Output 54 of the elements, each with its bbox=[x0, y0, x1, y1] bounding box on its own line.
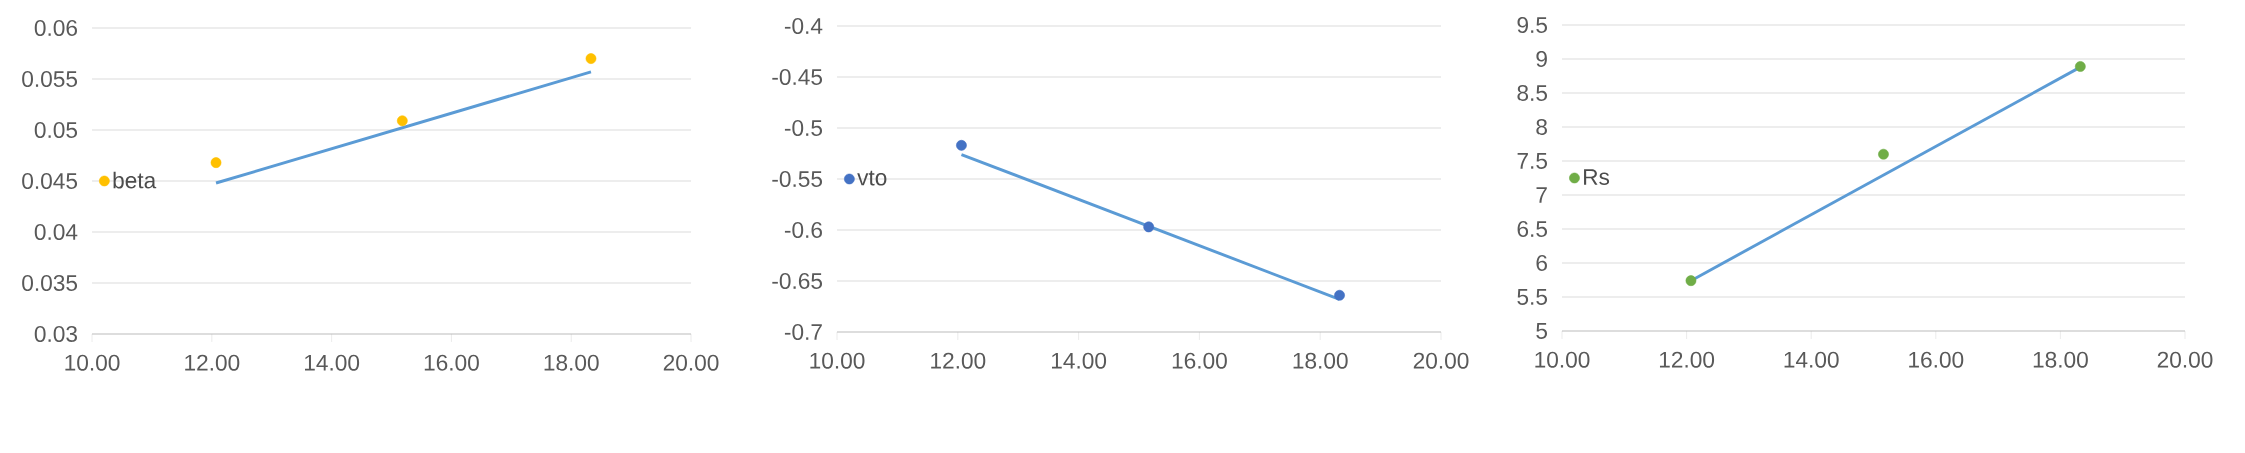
point bbox=[585, 53, 597, 64]
x-tick-label: 12.00 bbox=[1659, 351, 1715, 368]
y-tick-label: 0.045 bbox=[22, 172, 78, 190]
y-tick-label: 5 bbox=[1536, 323, 1547, 339]
y-tick-label: -0.7 bbox=[784, 323, 822, 341]
x-tick-label: 12.00 bbox=[931, 352, 986, 369]
y-tick-label: -0.4 bbox=[784, 17, 823, 35]
x-tick-label: 16.00 bbox=[1909, 351, 1964, 368]
y-tick-label: 0.055 bbox=[22, 70, 78, 88]
y-tick-label: -0.6 bbox=[784, 221, 822, 239]
x-tick-label: 10.00 bbox=[65, 354, 120, 371]
x-tick-label: 18.00 bbox=[2033, 351, 2088, 368]
x-tick-label: 16.00 bbox=[424, 354, 479, 371]
y-tick-label: -0.55 bbox=[772, 170, 823, 188]
point bbox=[1878, 148, 1889, 160]
x-tick-label: 14.00 bbox=[1051, 352, 1107, 369]
y-tick-label: 0.03 bbox=[34, 325, 77, 343]
point bbox=[396, 115, 408, 127]
legend-label: vto bbox=[857, 170, 887, 186]
y-tick-label: -0.65 bbox=[772, 272, 823, 290]
y-tick-label: 9 bbox=[1536, 50, 1547, 68]
y-tick-label: 8.5 bbox=[1517, 84, 1547, 102]
x-tick-label: 16.00 bbox=[1172, 352, 1227, 369]
x-tick-label: 20.00 bbox=[663, 354, 719, 371]
legend-label: beta bbox=[113, 171, 157, 189]
point bbox=[1685, 275, 1697, 287]
x-tick-label: 14.00 bbox=[305, 354, 360, 371]
point bbox=[210, 157, 222, 168]
y-tick-label: 0.06 bbox=[34, 19, 77, 37]
point bbox=[956, 139, 967, 151]
x-tick-label: 12.00 bbox=[185, 354, 240, 371]
legend-label: Rs bbox=[1584, 169, 1610, 186]
x-tick-label: 18.00 bbox=[1293, 352, 1348, 369]
x-tick-label: 14.00 bbox=[1784, 351, 1839, 368]
y-tick-label: 6.5 bbox=[1517, 220, 1547, 238]
y-tick-label: -0.5 bbox=[784, 119, 823, 137]
point bbox=[1334, 289, 1345, 301]
y-tick-label: 0.04 bbox=[34, 223, 78, 241]
x-tick-label: 20.00 bbox=[2157, 351, 2213, 368]
y-tick-label: 8 bbox=[1536, 118, 1547, 136]
y-tick-label: 5.5 bbox=[1517, 289, 1547, 305]
y-tick-label: -0.45 bbox=[772, 68, 823, 86]
x-tick-label: 18.00 bbox=[544, 354, 599, 371]
y-tick-label: 0.05 bbox=[34, 121, 78, 139]
point bbox=[1143, 221, 1155, 233]
x-tick-label: 10.00 bbox=[810, 352, 865, 369]
point bbox=[2074, 61, 2086, 72]
y-tick-label: 6 bbox=[1536, 254, 1547, 272]
y-tick-label: 0.035 bbox=[22, 274, 78, 292]
x-tick-label: 10.00 bbox=[1535, 351, 1590, 368]
y-tick-label: 7.5 bbox=[1517, 153, 1547, 169]
y-tick-label: 9.5 bbox=[1517, 16, 1547, 34]
x-tick-label: 20.00 bbox=[1413, 352, 1469, 369]
y-tick-label: 7 bbox=[1536, 187, 1547, 203]
